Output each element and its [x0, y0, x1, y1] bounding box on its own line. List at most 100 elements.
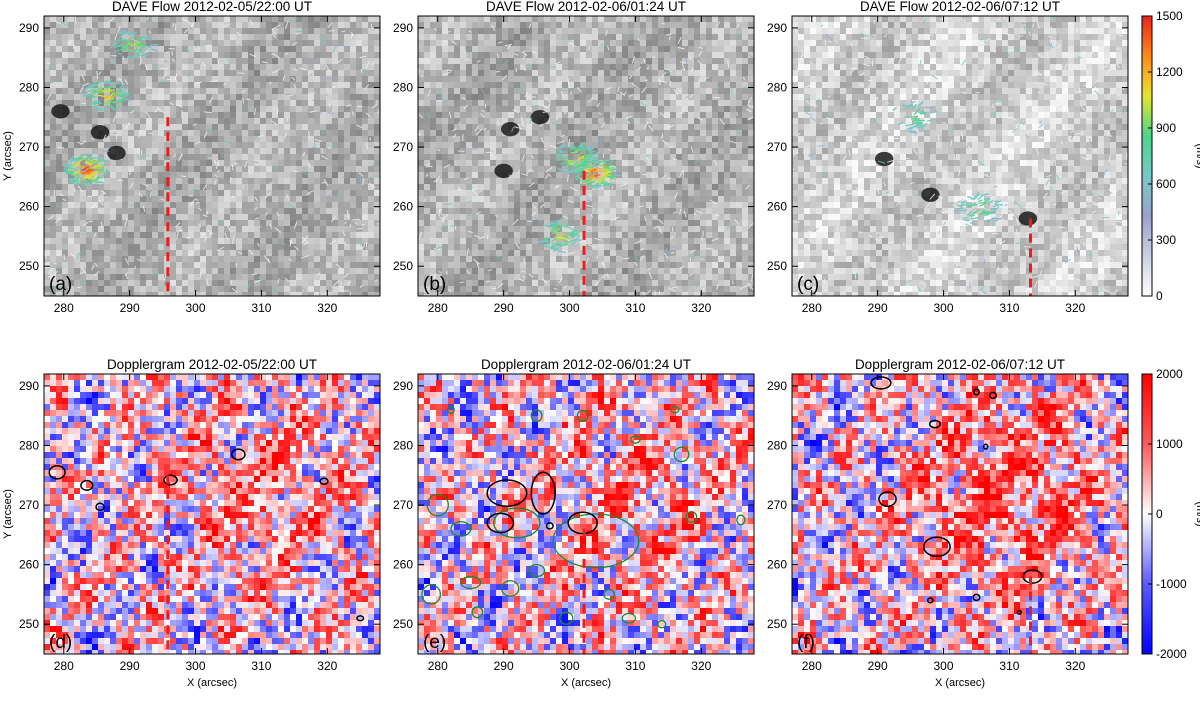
- mosaic-cell: [86, 250, 92, 256]
- mosaic-cell: [362, 280, 368, 286]
- mosaic-cell: [532, 106, 538, 112]
- flow-arrow-fast: [98, 159, 107, 163]
- mosaic-cell: [592, 124, 598, 130]
- mosaic-cell: [580, 88, 586, 94]
- mosaic-cell: [230, 262, 236, 268]
- mosaic-cell: [718, 22, 724, 28]
- mosaic-cell: [508, 52, 514, 58]
- mosaic-cell: [44, 28, 50, 34]
- mosaic-cell: [260, 262, 266, 268]
- flow-arrow: [362, 178, 364, 186]
- mosaic-cell: [302, 40, 308, 46]
- mosaic-cell: [670, 172, 676, 178]
- mosaic-cell: [418, 94, 424, 100]
- mosaic-cell: [730, 58, 736, 64]
- mosaic-cell: [278, 256, 284, 262]
- mosaic-cell: [362, 82, 368, 88]
- mosaic-cell: [194, 178, 200, 184]
- mosaic-cell: [574, 70, 580, 76]
- mosaic-cell: [68, 280, 74, 286]
- mosaic-cell: [236, 82, 242, 88]
- mosaic-cell: [314, 184, 320, 190]
- flow-arrow: [268, 81, 272, 85]
- mosaic-cell: [652, 184, 658, 190]
- flow-arrow: [174, 222, 181, 228]
- flow-arrow: [192, 123, 198, 126]
- flow-arrow: [91, 264, 95, 271]
- flow-arrow: [374, 279, 378, 282]
- mosaic-cell: [688, 82, 694, 88]
- flow-arrow: [340, 30, 346, 33]
- mosaic-cell: [628, 160, 634, 166]
- mosaic-cell: [670, 46, 676, 52]
- mosaic-cell: [146, 280, 152, 286]
- mosaic-cell: [532, 154, 538, 160]
- mosaic-cell: [194, 172, 200, 178]
- mosaic-cell: [742, 82, 748, 88]
- mosaic-cell: [724, 118, 730, 124]
- mosaic-cell: [658, 184, 664, 190]
- mosaic-cell: [362, 46, 368, 52]
- mosaic-cell: [442, 160, 448, 166]
- mosaic-cell: [374, 220, 380, 226]
- flow-arrow: [97, 241, 102, 244]
- mosaic-cell: [110, 118, 116, 124]
- flow-arrow: [328, 29, 335, 32]
- mosaic-cell: [724, 46, 730, 52]
- flow-arrow: [263, 255, 270, 263]
- mosaic-cell: [266, 256, 272, 262]
- mosaic-cell: [736, 178, 742, 184]
- mosaic-cell: [562, 34, 568, 40]
- mosaic-cell: [442, 16, 448, 22]
- mosaic-cell: [152, 280, 158, 286]
- mosaic-cell: [272, 244, 278, 250]
- mosaic-cell: [454, 130, 460, 136]
- mosaic-cell: [200, 154, 206, 160]
- mosaic-cell: [344, 118, 350, 124]
- mosaic-cell: [344, 136, 350, 142]
- mosaic-cell: [616, 130, 622, 136]
- mosaic-cell: [646, 118, 652, 124]
- mosaic-cell: [140, 64, 146, 70]
- mosaic-cell: [56, 70, 62, 76]
- mosaic-cell: [140, 250, 146, 256]
- flow-arrow: [300, 255, 309, 259]
- mosaic-cell: [652, 64, 658, 70]
- mosaic-cell: [448, 22, 454, 28]
- mosaic-cell: [50, 232, 56, 238]
- mosaic-cell: [266, 178, 272, 184]
- mosaic-cell: [478, 88, 484, 94]
- mosaic-cell: [580, 34, 586, 40]
- mosaic-cell: [278, 178, 284, 184]
- mosaic-cell: [206, 256, 212, 262]
- mosaic-cell: [580, 28, 586, 34]
- mosaic-cell: [374, 166, 380, 172]
- mosaic-cell: [454, 100, 460, 106]
- mosaic-cell: [574, 106, 580, 112]
- mosaic-cell: [200, 112, 206, 118]
- mosaic-cell: [272, 268, 278, 274]
- mosaic-cell: [278, 34, 284, 40]
- mosaic-cell: [176, 220, 182, 226]
- mosaic-cell: [640, 172, 646, 178]
- flow-arrow: [78, 281, 87, 285]
- mosaic-cell: [218, 262, 224, 268]
- mosaic-cell: [550, 124, 556, 130]
- mosaic-cell: [44, 76, 50, 82]
- mosaic-cell: [146, 124, 152, 130]
- mosaic-cell: [448, 178, 454, 184]
- flow-arrow-fast: [89, 174, 95, 181]
- mosaic-cell: [514, 172, 520, 178]
- mosaic-cell: [490, 46, 496, 52]
- mosaic-cell: [418, 70, 424, 76]
- mosaic-cell: [430, 142, 436, 148]
- mosaic-cell: [460, 154, 466, 160]
- mosaic-cell: [308, 64, 314, 70]
- mosaic-cell: [242, 184, 248, 190]
- mosaic-cell: [128, 112, 134, 118]
- mosaic-cell: [730, 184, 736, 190]
- mosaic-cell: [152, 136, 158, 142]
- mosaic-cell: [430, 190, 436, 196]
- mosaic-cell: [748, 52, 754, 58]
- flow-arrow: [376, 223, 380, 225]
